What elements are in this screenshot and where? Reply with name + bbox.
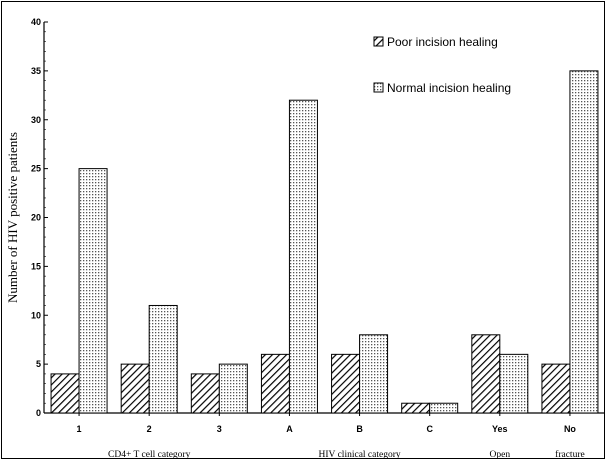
y-tick-label: 40 bbox=[31, 17, 41, 27]
bar-normal-healing-yes bbox=[499, 353, 529, 414]
bar-poor-healing-3 bbox=[190, 373, 220, 414]
legend-label-normal-healing: Normal incision healing bbox=[387, 81, 511, 95]
x-group-label: Open bbox=[490, 450, 511, 460]
legend-swatch-poor-healing bbox=[373, 36, 384, 47]
x-tick-label: 3 bbox=[217, 424, 222, 434]
legend-label-poor-healing: Poor incision healing bbox=[387, 35, 498, 49]
x-tick-label: A bbox=[286, 424, 293, 434]
bars bbox=[50, 70, 599, 414]
bar-normal-healing-b bbox=[359, 334, 389, 414]
y-tick-label: 5 bbox=[36, 359, 41, 369]
x-tick-label: 2 bbox=[147, 424, 152, 434]
y-tick-label: 15 bbox=[31, 261, 41, 271]
bar-poor-healing-no bbox=[541, 363, 571, 414]
legend: Poor incision healing Normal incision hea… bbox=[373, 35, 511, 95]
bar-normal-healing-2 bbox=[148, 304, 178, 414]
bar-poor-healing-c bbox=[401, 402, 431, 414]
bar-normal-healing-c bbox=[429, 402, 459, 414]
y-axis-label: Number of HIV positive patients bbox=[5, 132, 20, 303]
bar-poor-healing-yes bbox=[471, 334, 501, 414]
bar-poor-healing-2 bbox=[120, 363, 150, 414]
x-group-label: fracture bbox=[555, 449, 585, 460]
bar-normal-healing-no bbox=[569, 70, 599, 414]
x-tick-label: B bbox=[356, 424, 363, 434]
bar-normal-healing-a bbox=[288, 99, 318, 414]
x-tick-label: Yes bbox=[492, 424, 508, 434]
legend-swatch-normal-healing bbox=[373, 82, 384, 93]
bar-normal-healing-3 bbox=[218, 363, 248, 414]
bar-poor-healing-a bbox=[260, 353, 290, 414]
y-tick-label: 30 bbox=[31, 115, 41, 125]
y-tick-label: 35 bbox=[31, 66, 41, 76]
x-tick-label: 1 bbox=[77, 424, 82, 434]
bar-normal-healing-1 bbox=[78, 168, 108, 414]
x-tick-label: No bbox=[564, 424, 576, 434]
x-group-label: CD4+ T cell category bbox=[108, 450, 191, 460]
y-tick-label: 0 bbox=[36, 408, 41, 418]
y-tick-label: 20 bbox=[31, 213, 41, 223]
y-tick-label: 25 bbox=[31, 164, 41, 174]
x-group-label: HIV clinical category bbox=[319, 450, 401, 460]
bar-poor-healing-1 bbox=[50, 373, 80, 414]
y-tick-label: 10 bbox=[31, 310, 41, 320]
bar-poor-healing-b bbox=[331, 353, 361, 414]
x-tick-label: C bbox=[426, 424, 433, 434]
